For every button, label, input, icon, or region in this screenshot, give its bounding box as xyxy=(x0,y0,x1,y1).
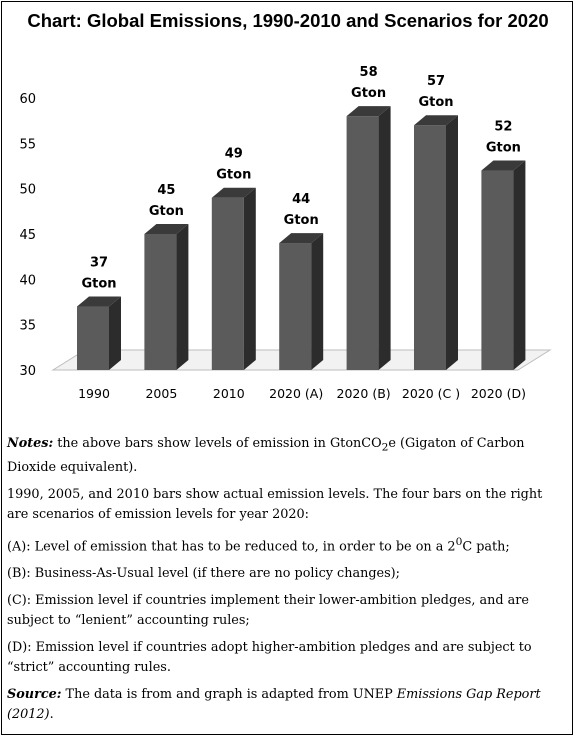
data-label: 45 Gton xyxy=(149,183,184,219)
source-title: Emissions Gap Report (2012) xyxy=(7,686,541,722)
data-label: 49 Gton xyxy=(216,147,251,183)
bar-front xyxy=(414,125,446,370)
bar xyxy=(481,160,526,370)
bar-top xyxy=(481,160,526,171)
data-label: 37 Gton xyxy=(81,256,116,292)
bar-top xyxy=(279,233,324,244)
scenario-a-pre: (A): Level of emission that has to be re… xyxy=(7,538,456,554)
scenario-b-note: (B): Business-As-Usual level (if there a… xyxy=(7,565,400,581)
bar-front xyxy=(144,234,177,370)
bar-top xyxy=(414,115,458,126)
bar-side xyxy=(513,160,526,370)
bar-front xyxy=(77,306,109,370)
data-label: 44 Gton xyxy=(284,192,319,228)
data-label: 57 Gton xyxy=(418,74,453,110)
bar-side xyxy=(378,106,391,370)
notes-subscript: 2 xyxy=(381,440,389,454)
y-tick-label: 60 xyxy=(19,92,36,107)
bar-top xyxy=(211,187,256,198)
bar xyxy=(211,187,256,370)
scenario-a-note: (A): Level of emission that has to be re… xyxy=(7,532,567,557)
bar-side xyxy=(243,187,256,370)
y-tick-label: 30 xyxy=(19,364,36,379)
data-label: 52 Gton xyxy=(486,120,521,156)
notes-text-pre: the above bars show levels of emission i… xyxy=(53,436,382,451)
source-paragraph: Source: The data is from and graph is ad… xyxy=(7,685,567,725)
notes-paragraph: Notes: the above bars show levels of emi… xyxy=(7,434,567,478)
bar-front xyxy=(346,116,379,370)
bar-top xyxy=(346,106,391,117)
y-tick-label: 50 xyxy=(19,183,36,198)
bar-side xyxy=(176,224,189,370)
y-tick-label: 45 xyxy=(19,228,36,243)
source-label: Source: xyxy=(7,686,62,702)
bar-top xyxy=(144,224,189,234)
scenario-a-superscript: 0 xyxy=(455,534,463,548)
x-category-label: 1990 xyxy=(78,386,110,401)
bar-side xyxy=(311,233,324,370)
bar-front xyxy=(481,170,514,370)
bar xyxy=(144,224,189,370)
x-category-label: 2020 (A) xyxy=(269,386,323,401)
bar-top xyxy=(77,296,121,307)
bar-chart: 30 35 40 45 50 55 60 37 Gton 45 Gton 49 Gton 44 Gton 5… xyxy=(19,65,552,401)
source-text-pre: The data is from and graph is adapted fr… xyxy=(61,686,397,702)
x-category-label: 2010 xyxy=(213,386,245,401)
bar xyxy=(77,296,121,370)
source-text-post: . xyxy=(49,706,54,722)
bar xyxy=(346,106,391,370)
scenario-c-note: (C): Emission level if countries impleme… xyxy=(7,592,529,628)
x-category-label: 2020 (B) xyxy=(337,386,391,401)
scenario-d-note: (D): Emission level if countries adopt h… xyxy=(7,639,532,675)
y-tick-label: 55 xyxy=(19,137,36,152)
data-label: 58 Gton xyxy=(351,65,386,101)
bar-front xyxy=(211,197,244,370)
notes-actual-paragraph: 1990, 2005, and 2010 bars show actual em… xyxy=(7,486,543,522)
bar xyxy=(279,233,324,370)
y-tick-label: 40 xyxy=(19,273,36,288)
x-category-label: 2005 xyxy=(145,386,177,401)
x-category-label: 2020 (C ) xyxy=(402,386,460,401)
bar-side xyxy=(446,115,458,370)
scenario-a-post: C path; xyxy=(462,538,510,554)
bar-side xyxy=(109,296,121,370)
bar xyxy=(414,115,458,370)
x-category-label: 2020 (D) xyxy=(471,386,526,401)
notes-section: Notes: the above bars show levels of emi… xyxy=(7,434,567,732)
notes-text-post: e (Gigaton of Carbon Dioxide equivalent)… xyxy=(7,436,525,475)
y-tick-label: 35 xyxy=(19,319,36,334)
bar-front xyxy=(279,243,312,370)
chart-title: Chart: Global Emissions, 1990-2010 and S… xyxy=(27,10,549,31)
notes-label: Notes: xyxy=(7,436,54,451)
